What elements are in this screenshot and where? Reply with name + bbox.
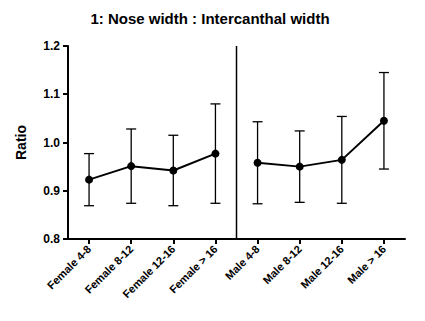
svg-text:1.0: 1.0: [43, 136, 60, 150]
svg-text:Male > 16: Male > 16: [345, 243, 388, 286]
svg-text:Female 8-12: Female 8-12: [82, 242, 136, 296]
svg-text:1.1: 1.1: [43, 87, 60, 101]
svg-text:Male 8-12: Male 8-12: [260, 243, 303, 286]
svg-text:Male 4-8: Male 4-8: [223, 243, 262, 282]
svg-text:1: Nose width : Intercanthal w: 1: Nose width : Intercanthal width: [90, 10, 329, 27]
svg-text:Male 12-16: Male 12-16: [298, 243, 346, 291]
svg-text:Ratio: Ratio: [13, 125, 29, 160]
svg-text:0.9: 0.9: [43, 184, 60, 198]
svg-text:Female 12-16: Female 12-16: [120, 243, 177, 300]
svg-text:1.2: 1.2: [43, 39, 60, 53]
svg-text:0.8: 0.8: [43, 232, 60, 246]
svg-text:Female > 16: Female > 16: [167, 243, 220, 296]
svg-text:Female 4-8: Female 4-8: [44, 242, 94, 292]
